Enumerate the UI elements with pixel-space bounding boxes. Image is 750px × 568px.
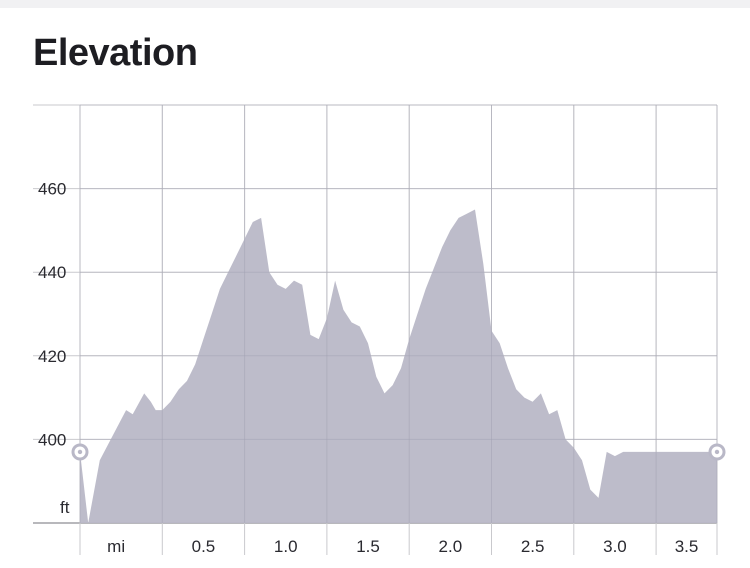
endpoint-markers bbox=[71, 443, 726, 461]
x-tick-label: 1.0 bbox=[274, 537, 298, 556]
x-tick-label: 2.5 bbox=[521, 537, 545, 556]
y-tick-label: 400 bbox=[38, 430, 66, 449]
y-tick-label: 440 bbox=[38, 263, 66, 282]
x-tick-label: 2.0 bbox=[439, 537, 463, 556]
x-tick-label: 3.0 bbox=[603, 537, 627, 556]
axes: 400 420 440 460 ft mi 0.5 1.0 1.5 2.0 2.5 3.0 3.5 bbox=[38, 104, 718, 556]
y-unit-label: ft bbox=[60, 498, 70, 517]
top-strip bbox=[0, 0, 750, 8]
x-tick-label: 0.5 bbox=[192, 537, 216, 556]
y-tick-label: 460 bbox=[38, 180, 66, 199]
elevation-area bbox=[80, 209, 717, 523]
end-marker-dot bbox=[714, 449, 720, 455]
y-tick-label: 420 bbox=[38, 347, 66, 366]
x-tick-label: 3.5 bbox=[675, 537, 699, 556]
start-marker-dot bbox=[77, 449, 83, 455]
x-unit-label: mi bbox=[107, 537, 125, 556]
page-title: Elevation bbox=[33, 32, 198, 74]
x-tick-label: 1.5 bbox=[356, 537, 380, 556]
